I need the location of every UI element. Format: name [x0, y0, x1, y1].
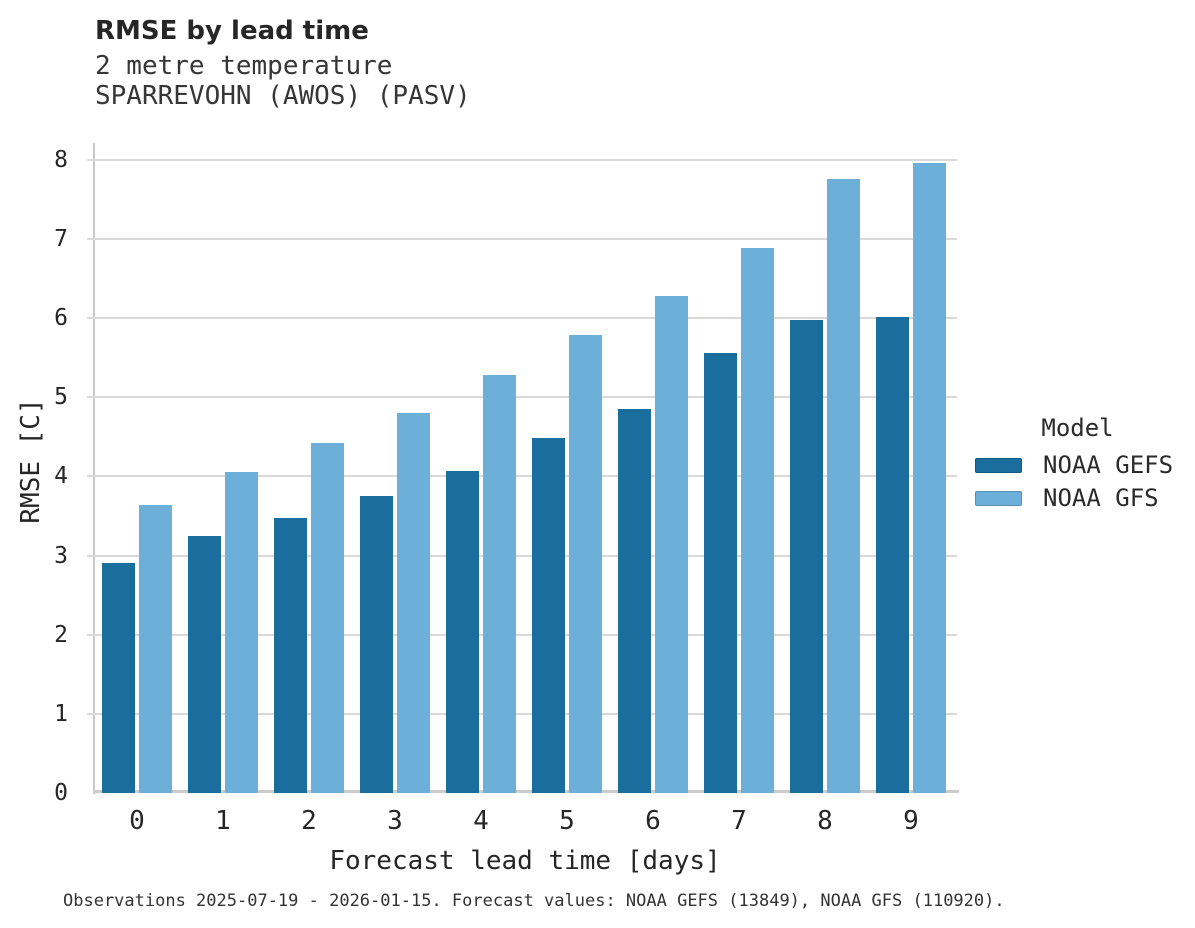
- legend-swatch-noaa-gefs: [975, 457, 1022, 473]
- bar-noaa-gefs-day7: [704, 352, 737, 793]
- x-tick-label-3: 3: [387, 806, 403, 836]
- gridline-y7: [87, 237, 957, 240]
- bar-noaa-gfs-day0: [139, 504, 172, 793]
- y-axis-spine: [93, 143, 95, 794]
- bar-noaa-gfs-day9: [913, 162, 946, 793]
- legend-entry-noaa-gfs: NOAA GFS: [975, 485, 1180, 511]
- x-tick-label-7: 7: [731, 806, 747, 836]
- x-tick-label-8: 8: [817, 806, 833, 836]
- x-axis-label: Forecast lead time [days]: [329, 846, 721, 876]
- y-tick-label-4: 4: [54, 463, 68, 490]
- x-tick-label-6: 6: [645, 806, 661, 836]
- y-tick-label-2: 2: [54, 621, 68, 648]
- bar-noaa-gfs-day3: [397, 413, 430, 793]
- y-tick-label-5: 5: [54, 384, 68, 411]
- bar-noaa-gefs-day0: [102, 562, 135, 793]
- bar-noaa-gfs-day4: [483, 375, 516, 793]
- x-tick-label-1: 1: [215, 806, 231, 836]
- legend: Model NOAA GEFS NOAA GFS: [975, 414, 1180, 511]
- bar-noaa-gefs-day9: [876, 317, 909, 793]
- x-tick-label-4: 4: [473, 806, 489, 836]
- plot-area: [87, 143, 957, 793]
- bar-noaa-gefs-day4: [446, 470, 479, 793]
- chart-subtitle-variable: 2 metre temperature: [95, 51, 393, 81]
- bar-noaa-gefs-day8: [790, 319, 823, 793]
- gridline-y1: [87, 712, 957, 715]
- x-tick-label-2: 2: [301, 806, 317, 836]
- bar-noaa-gfs-day1: [225, 472, 258, 793]
- gridline-y6: [87, 317, 957, 320]
- y-tick-label-8: 8: [54, 146, 68, 173]
- x-tick-label-0: 0: [129, 806, 145, 836]
- gridline-y3: [87, 554, 957, 557]
- bar-noaa-gfs-day6: [655, 295, 688, 793]
- gridline-y4: [87, 475, 957, 478]
- bar-noaa-gfs-day5: [569, 334, 602, 793]
- y-tick-label-7: 7: [54, 225, 68, 252]
- x-tick-label-5: 5: [559, 806, 575, 836]
- y-axis-label: RMSE [C]: [16, 398, 46, 524]
- legend-label: NOAA GEFS: [1043, 451, 1174, 479]
- x-axis-spine: [93, 790, 959, 793]
- bar-noaa-gefs-day2: [274, 517, 307, 793]
- legend-title: Model: [1041, 414, 1114, 442]
- bar-noaa-gefs-day3: [360, 496, 393, 793]
- bar-noaa-gefs-day1: [188, 535, 221, 793]
- legend-swatch-noaa-gfs: [975, 490, 1022, 506]
- bar-noaa-gfs-day8: [827, 178, 860, 793]
- footnote-caption: Observations 2025-07-19 - 2026-01-15. Fo…: [63, 891, 1005, 911]
- y-tick-label-0: 0: [54, 780, 68, 806]
- bar-noaa-gfs-day7: [741, 248, 774, 793]
- y-tick-label-1: 1: [54, 700, 68, 727]
- bar-noaa-gefs-day5: [532, 438, 565, 793]
- chart-subtitle-station: SPARREVOHN (AWOS) (PASV): [95, 81, 471, 111]
- bar-noaa-gfs-day2: [311, 443, 344, 793]
- legend-entry-noaa-gefs: NOAA GEFS: [975, 452, 1180, 478]
- x-tick-label-9: 9: [903, 806, 919, 836]
- gridline-y5: [87, 396, 957, 399]
- y-tick-label-6: 6: [54, 305, 68, 332]
- chart-title: RMSE by lead time: [95, 16, 369, 46]
- gridline-y2: [87, 633, 957, 636]
- bar-noaa-gefs-day6: [618, 409, 651, 793]
- gridline-y8: [87, 158, 957, 161]
- legend-label: NOAA GFS: [1043, 484, 1159, 512]
- y-tick-label-3: 3: [54, 542, 68, 569]
